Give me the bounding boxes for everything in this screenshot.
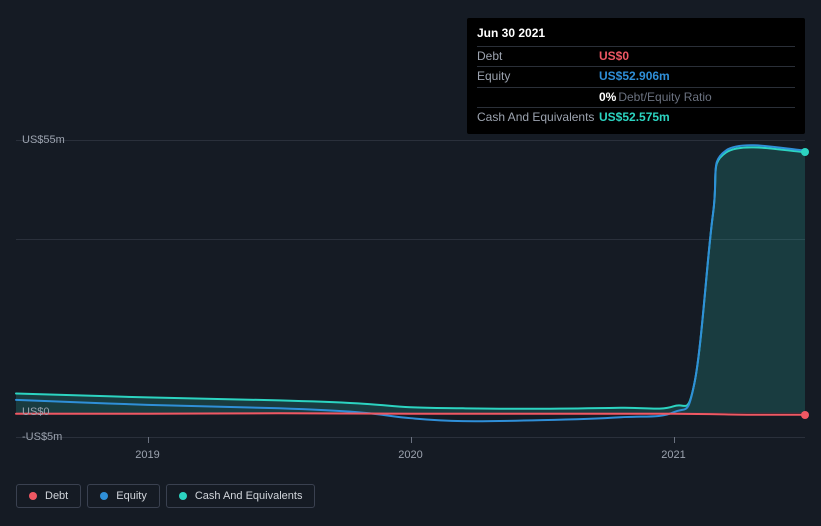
tooltip-row-cash: Cash And Equivalents US$52.575m [477, 108, 795, 128]
legend-item[interactable]: Cash And Equivalents [166, 484, 316, 508]
tooltip-row-ratio: 0%Debt/Equity Ratio [477, 88, 795, 109]
y-axis-tick-label: -US$5m [22, 431, 62, 443]
y-axis-tick-label: US$0 [22, 406, 50, 418]
legend-swatch [100, 492, 108, 500]
legend-item[interactable]: Equity [87, 484, 160, 508]
tooltip-label [477, 90, 599, 106]
series-line [16, 413, 805, 415]
tooltip-value: US$52.906m [599, 69, 795, 85]
tooltip-label: Debt [477, 49, 599, 65]
x-axis-tick-label: 2020 [398, 449, 422, 461]
chart-plot-area[interactable] [16, 140, 805, 437]
legend: Debt Equity Cash And Equivalents [16, 484, 315, 508]
x-axis-tick [411, 437, 412, 443]
legend-label: Cash And Equivalents [195, 490, 303, 502]
series-endpoint-marker [801, 148, 809, 156]
x-axis-tick [674, 437, 675, 443]
legend-label: Equity [116, 490, 147, 502]
tooltip-panel: Jun 30 2021 Debt US$0 Equity US$52.906m … [467, 18, 805, 134]
tooltip-value: 0%Debt/Equity Ratio [599, 90, 795, 106]
tooltip-label: Equity [477, 69, 599, 85]
x-axis-tick [148, 437, 149, 443]
tooltip-label: Cash And Equivalents [477, 110, 599, 126]
legend-swatch [29, 492, 37, 500]
chart-svg [16, 140, 805, 437]
x-axis-tick-label: 2021 [661, 449, 685, 461]
tooltip-value: US$0 [599, 49, 795, 65]
tooltip-date: Jun 30 2021 [477, 24, 795, 47]
x-axis-tick-label: 2019 [135, 449, 159, 461]
series-line [16, 147, 805, 408]
series-line [16, 145, 805, 421]
legend-swatch [179, 492, 187, 500]
tooltip-value: US$52.575m [599, 110, 795, 126]
legend-item[interactable]: Debt [16, 484, 81, 508]
y-axis-tick-label: US$55m [22, 134, 65, 146]
series-fill [16, 147, 805, 412]
series-endpoint-marker [801, 411, 809, 419]
tooltip-row-debt: Debt US$0 [477, 47, 795, 68]
tooltip-row-equity: Equity US$52.906m [477, 67, 795, 88]
legend-label: Debt [45, 490, 68, 502]
